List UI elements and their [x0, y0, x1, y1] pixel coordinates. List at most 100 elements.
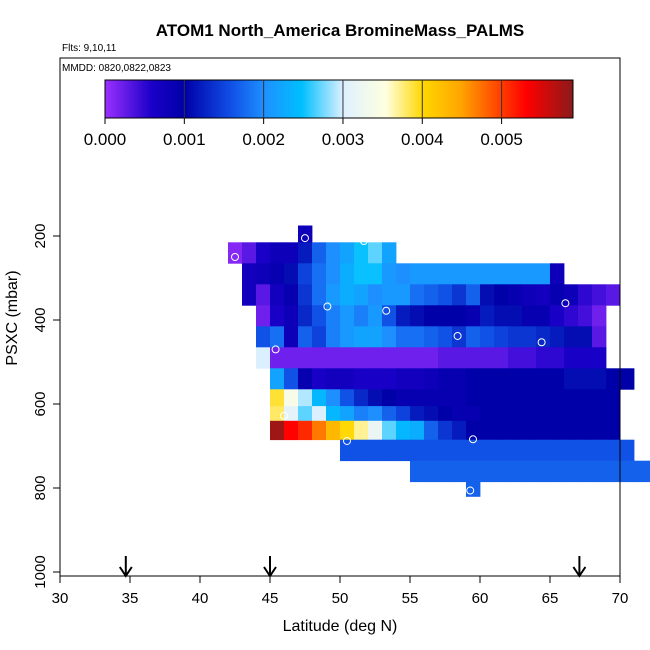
heatmap-cell — [508, 368, 523, 390]
heatmap-cell — [396, 389, 411, 407]
heatmap-cell — [522, 263, 537, 285]
heatmap-cell — [354, 263, 369, 285]
heatmap-cell — [466, 389, 481, 407]
heatmap-cell — [298, 347, 313, 369]
heatmap-cell — [466, 460, 481, 483]
heatmap-cell — [256, 347, 271, 369]
heatmap-cell — [298, 242, 313, 264]
heatmap-cell — [550, 406, 565, 422]
heatmap-cell — [270, 420, 285, 441]
heatmap-cell — [270, 305, 285, 327]
heatmap-cell — [312, 242, 327, 264]
heatmap-cell — [340, 263, 355, 285]
chart-title: ATOM1 North_America BromineMass_PALMS — [156, 21, 524, 40]
heatmap-cell — [326, 389, 341, 407]
heatmap-cell — [606, 389, 621, 407]
heatmap-cell — [480, 347, 495, 369]
heatmap-cell — [312, 406, 327, 422]
heatmap-cell — [592, 326, 607, 348]
sample-point — [323, 302, 332, 311]
heatmap-cell — [494, 284, 509, 306]
colorbar-tick-label: 0.001 — [163, 130, 206, 149]
heatmap-cell — [564, 347, 579, 369]
x-tick-label: 45 — [262, 590, 279, 607]
heatmap-cell — [270, 389, 285, 407]
heatmap-cell — [634, 460, 649, 483]
flights-label: Flts: 9,10,11 — [62, 43, 117, 54]
heatmap-cell — [578, 368, 593, 390]
heatmap-cell — [536, 347, 551, 369]
heatmap-cell — [284, 242, 299, 264]
heatmap-cell — [340, 406, 355, 422]
sample-point — [561, 299, 570, 308]
heatmap-cell — [536, 420, 551, 441]
heatmap-cell — [410, 460, 425, 483]
heatmap-cell — [340, 326, 355, 348]
heatmap-cell — [298, 406, 313, 422]
heatmap-cell — [606, 368, 621, 390]
sample-point — [271, 345, 280, 354]
heatmap-cell — [494, 389, 509, 407]
heatmap-cell — [550, 368, 565, 390]
heatmap-cell — [564, 284, 579, 306]
heatmap-cell — [620, 460, 635, 483]
heatmap-cell — [410, 305, 425, 327]
heatmap-cell — [592, 347, 607, 369]
heatmap-cell — [578, 420, 593, 441]
heatmap-cell — [494, 347, 509, 369]
heatmap-cell — [298, 420, 313, 441]
heatmap-cell — [536, 368, 551, 390]
heatmap-cell — [648, 460, 650, 483]
heatmap-cell — [312, 284, 327, 306]
heatmap-cell — [452, 326, 467, 348]
heatmap-cell — [256, 284, 271, 306]
heatmap-cell — [354, 305, 369, 327]
heatmap-cell — [340, 305, 355, 327]
heatmap-cell — [382, 284, 397, 306]
heatmap-cell — [382, 368, 397, 390]
heatmap-cell — [424, 439, 439, 462]
y-axis-label: PSXC (mbar) — [4, 270, 21, 365]
x-tick-label: 65 — [542, 590, 559, 607]
sample-point — [453, 331, 462, 340]
heatmap-cell — [452, 284, 467, 306]
heatmap-cell — [326, 420, 341, 441]
heatmap-cell — [284, 389, 299, 407]
heatmap-cell — [578, 439, 593, 462]
heatmap-cell — [536, 406, 551, 422]
heatmap-cell — [340, 368, 355, 390]
heatmap-cell — [354, 439, 369, 462]
heatmap-cell — [452, 263, 467, 285]
heatmap-cell — [508, 406, 523, 422]
heatmap-cell — [592, 284, 607, 306]
heatmap-cell — [326, 284, 341, 306]
heatmap-cell — [396, 284, 411, 306]
latitude-arrows — [118, 556, 587, 578]
heatmap-cell — [578, 347, 593, 369]
heatmap-cell — [256, 326, 271, 348]
heatmap-cell — [382, 242, 397, 264]
heatmap-cell — [354, 326, 369, 348]
heatmap-cell — [522, 439, 537, 462]
heatmap-cell — [382, 326, 397, 348]
heatmap-cell — [424, 284, 439, 306]
heatmap-cell — [438, 347, 453, 369]
heatmap-cell — [466, 326, 481, 348]
heatmap-cell — [564, 460, 579, 483]
heatmap-cell — [438, 263, 453, 285]
heatmap-cell — [592, 420, 607, 441]
heatmap-cell — [424, 389, 439, 407]
y-tick-label: 200 — [32, 223, 49, 248]
heatmap-cell — [438, 406, 453, 422]
heatmap-cell — [564, 420, 579, 441]
heatmap-cell — [508, 420, 523, 441]
heatmap-cell — [522, 460, 537, 483]
heatmap-cell — [466, 347, 481, 369]
heatmap-cell — [424, 305, 439, 327]
heatmap-cell — [424, 326, 439, 348]
heatmap-cell — [396, 326, 411, 348]
heatmap-cell — [606, 439, 621, 462]
heatmap-cell — [256, 305, 271, 327]
heatmap-cell — [452, 460, 467, 483]
heatmap-cell — [242, 242, 257, 264]
